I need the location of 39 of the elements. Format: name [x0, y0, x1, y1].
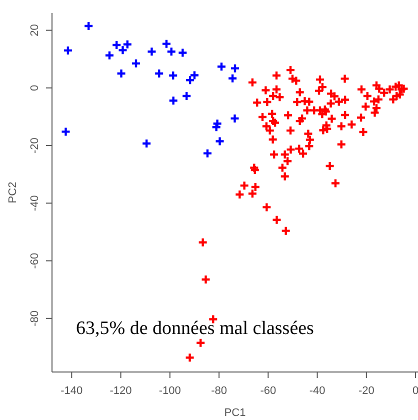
point — [154, 68, 164, 79]
x-axis-title: PC1 — [224, 407, 246, 419]
point — [230, 63, 240, 74]
point — [141, 138, 152, 149]
x-tick-label: -100 — [158, 385, 181, 397]
x-tick-label: -40 — [309, 385, 326, 397]
point — [62, 45, 74, 56]
y-tick-label: -20 — [29, 138, 41, 154]
point — [182, 90, 192, 102]
point — [130, 58, 142, 69]
y-axis-title: PC2 — [7, 182, 19, 204]
y-tick-label: -40 — [29, 195, 41, 212]
point — [230, 113, 240, 124]
point — [116, 68, 126, 79]
point — [184, 75, 196, 86]
point — [178, 48, 188, 58]
point — [104, 50, 115, 60]
x-tick-label: -140 — [60, 385, 83, 397]
point — [60, 126, 71, 137]
x-tick-label: -60 — [260, 385, 276, 397]
point — [84, 20, 94, 32]
y-tick-label: 0 — [29, 84, 41, 91]
x-tick-label: -120 — [110, 385, 132, 397]
y-tick-label: -60 — [29, 252, 41, 269]
point — [216, 61, 227, 72]
annotation: 63,5% de données mal classées — [76, 318, 314, 339]
point — [122, 39, 133, 50]
point — [227, 73, 238, 84]
x-tick-label: -80 — [211, 385, 227, 397]
point — [146, 46, 157, 57]
point — [168, 95, 178, 106]
point — [214, 136, 225, 146]
point — [168, 70, 178, 81]
point — [189, 70, 200, 80]
y-tick-label: -80 — [29, 310, 41, 326]
y-tick-label: 20 — [29, 24, 41, 36]
point — [202, 148, 213, 158]
x-tick-label: 0 — [412, 385, 418, 397]
x-tick-label: -20 — [358, 385, 374, 397]
